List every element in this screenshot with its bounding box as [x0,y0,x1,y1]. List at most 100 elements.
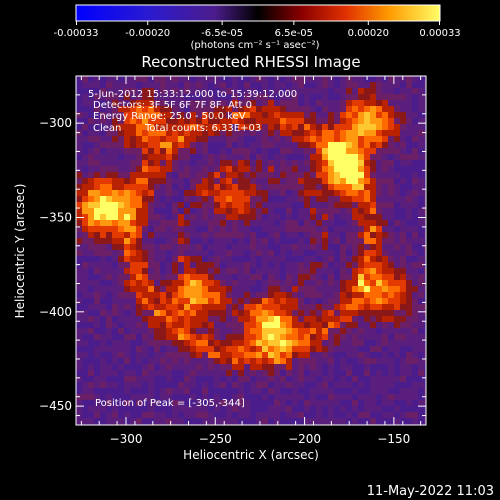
heatmap-cell [418,100,424,106]
heatmap-cell [214,94,220,100]
heatmap-cell [268,394,274,400]
heatmap-cell [130,394,136,400]
heatmap-cell [268,244,274,250]
heatmap-cell [196,376,202,382]
heatmap-cell [322,286,328,292]
heatmap-cell [178,202,184,208]
heatmap-cell [352,226,358,232]
heatmap-cell [286,262,292,268]
heatmap-cell [418,334,424,340]
heatmap-cell [160,262,166,268]
heatmap-cell [142,166,148,172]
heatmap-cell [232,214,238,220]
heatmap-cell [358,280,364,286]
heatmap-cell [190,136,196,142]
heatmap-cell [286,154,292,160]
heatmap-cell [280,256,286,262]
heatmap-cell [352,220,358,226]
heatmap-cell [100,370,106,376]
heatmap-cell [388,208,394,214]
heatmap-cell [418,304,424,310]
heatmap-cell [406,250,412,256]
heatmap-cell [400,124,406,130]
heatmap-cell [238,364,244,370]
heatmap-cell [328,106,334,112]
heatmap-cell [286,136,292,142]
heatmap-cell [88,178,94,184]
heatmap-cell [238,208,244,214]
heatmap-cell [334,238,340,244]
heatmap-cell [250,376,256,382]
heatmap-cell [382,136,388,142]
heatmap-cell [166,214,172,220]
heatmap-cell [160,88,166,94]
heatmap-cell [214,316,220,322]
heatmap-cell [94,400,100,406]
heatmap-cell [226,220,232,226]
heatmap-cell [82,82,88,88]
heatmap-cell [112,418,118,424]
heatmap-cell [328,130,334,136]
heatmap-cell [238,82,244,88]
heatmap-cell [256,298,262,304]
heatmap-cell [268,358,274,364]
heatmap-cell [76,106,82,112]
heatmap-cell [328,82,334,88]
heatmap-cell [202,358,208,364]
heatmap-cell [166,226,172,232]
heatmap-cell [172,400,178,406]
heatmap-cell [82,136,88,142]
heatmap-cell [196,166,202,172]
heatmap-cell [328,406,334,412]
heatmap-cell [124,340,130,346]
heatmap-cell [130,316,136,322]
heatmap-cell [394,76,400,82]
heatmap-cell [124,376,130,382]
heatmap-cell [268,322,274,328]
heatmap-cell [232,364,238,370]
heatmap-cell [232,208,238,214]
heatmap-cell [310,370,316,376]
heatmap-cell [328,394,334,400]
heatmap-cell [184,178,190,184]
heatmap-cell [160,418,166,424]
heatmap-cell [304,226,310,232]
heatmap-cell [166,256,172,262]
heatmap-cell [88,364,94,370]
heatmap-cell [352,268,358,274]
heatmap-cell [226,166,232,172]
heatmap-cell [412,190,418,196]
heatmap-cell [370,226,376,232]
heatmap-cell [196,316,202,322]
heatmap-cell [118,106,124,112]
heatmap-cell [178,214,184,220]
heatmap-cell [334,388,340,394]
heatmap-cell [424,412,426,418]
heatmap-cell [148,304,154,310]
heatmap-cell [232,412,238,418]
heatmap-cell [418,154,424,160]
heatmap-cell [112,124,118,130]
heatmap-cell [178,76,184,82]
heatmap-cell [304,250,310,256]
heatmap-cell [340,334,346,340]
heatmap-cell [334,172,340,178]
heatmap-cell [124,148,130,154]
heatmap-cell [406,208,412,214]
heatmap-cell [382,220,388,226]
heatmap-cell [94,148,100,154]
heatmap-cell [364,142,370,148]
heatmap-cell [208,118,214,124]
heatmap-cell [178,310,184,316]
heatmap-cell [172,406,178,412]
heatmap-cell [172,196,178,202]
heatmap-cell [118,304,124,310]
heatmap-cell [118,76,124,82]
heatmap-cell [190,382,196,388]
heatmap-cell [418,106,424,112]
heatmap-cell [310,154,316,160]
heatmap-cell [316,316,322,322]
heatmap-cell [298,268,304,274]
heatmap-cell [106,160,112,166]
heatmap-cell [328,352,334,358]
